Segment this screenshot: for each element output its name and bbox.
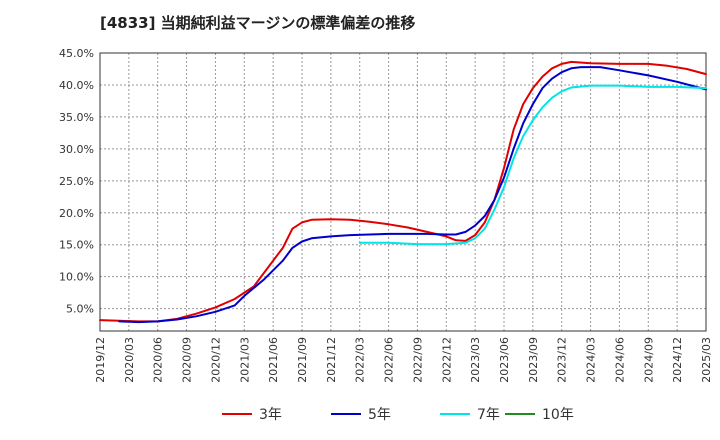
plot-border <box>99 52 707 332</box>
x-tick-label: 2024/03 <box>585 337 598 383</box>
x-tick-label: 2021/09 <box>296 337 309 383</box>
x-tick-label: 2021/03 <box>238 337 251 383</box>
legend-label: 7年 <box>477 407 500 423</box>
y-tick-label: 15.0% <box>59 239 94 252</box>
x-tick-label: 2025/03 <box>700 337 713 383</box>
y-tick-label: 35.0% <box>59 111 94 124</box>
y-tick-label: 25.0% <box>59 175 94 188</box>
x-tick-label: 2023/06 <box>498 337 511 383</box>
x-tick-label: 2021/06 <box>267 337 280 383</box>
x-tick-label: 2022/12 <box>440 337 453 383</box>
y-tick-label: 5.0% <box>66 303 94 316</box>
x-tick-label: 2020/03 <box>123 337 136 383</box>
x-tick-label: 2023/03 <box>469 337 482 383</box>
x-tick-label: 2020/12 <box>209 337 222 383</box>
x-tick-label: 2024/09 <box>642 337 655 383</box>
x-tick-label: 2019/12 <box>94 337 107 383</box>
x-tick-label: 2022/09 <box>411 337 424 383</box>
x-tick-label: 2020/06 <box>152 337 165 383</box>
x-tick-label: 2022/03 <box>354 337 367 383</box>
legend-label: 10年 <box>542 407 574 423</box>
x-tick-label: 2023/12 <box>556 337 569 383</box>
y-tick-label: 30.0% <box>59 143 94 156</box>
chart-title: [4833] 当期純利益マージンの標準偏差の推移 <box>100 14 416 32</box>
y-tick-label: 45.0% <box>59 47 94 60</box>
x-tick-label: 2021/12 <box>325 337 338 383</box>
plot-area <box>100 53 706 331</box>
series-line-7年 <box>358 84 707 246</box>
y-tick-label: 40.0% <box>59 79 94 92</box>
legend-label: 3年 <box>259 407 282 423</box>
x-tick-label: 2022/06 <box>383 337 396 383</box>
x-tick-label: 2024/12 <box>671 337 684 383</box>
y-tick-label: 20.0% <box>59 207 94 220</box>
legend-label: 5年 <box>368 407 391 423</box>
series-line-5年 <box>118 66 707 324</box>
x-tick-label: 2023/09 <box>527 337 540 383</box>
x-tick-label: 2024/06 <box>613 337 626 383</box>
x-tick-label: 2020/09 <box>181 337 194 383</box>
y-tick-label: 10.0% <box>59 271 94 284</box>
